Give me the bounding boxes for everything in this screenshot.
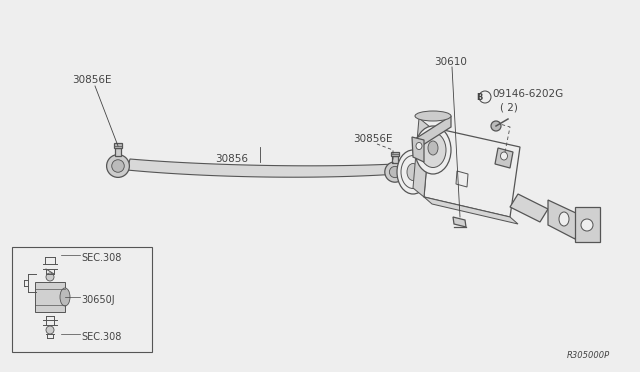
Polygon shape — [413, 118, 430, 197]
Bar — [115, 148, 121, 155]
Circle shape — [581, 219, 593, 231]
Circle shape — [46, 326, 54, 334]
Text: 30856E: 30856E — [72, 75, 111, 85]
Text: B: B — [476, 93, 482, 102]
Text: SEC.308: SEC.308 — [81, 253, 122, 263]
Text: R305000P: R305000P — [567, 351, 610, 360]
Ellipse shape — [407, 164, 419, 180]
Ellipse shape — [420, 132, 446, 167]
Circle shape — [112, 160, 124, 172]
Ellipse shape — [415, 111, 451, 121]
Ellipse shape — [397, 150, 429, 194]
Text: 30856: 30856 — [215, 154, 248, 164]
Bar — [114, 143, 122, 148]
Text: ( 2): ( 2) — [500, 102, 518, 112]
Text: 30650J: 30650J — [81, 295, 115, 305]
Text: 30610: 30610 — [434, 57, 467, 67]
Ellipse shape — [559, 212, 569, 226]
Ellipse shape — [500, 152, 508, 160]
Polygon shape — [127, 159, 398, 177]
Circle shape — [46, 273, 54, 281]
Text: SEC.308: SEC.308 — [81, 332, 122, 342]
Polygon shape — [495, 148, 513, 168]
Polygon shape — [548, 200, 580, 239]
Ellipse shape — [401, 155, 425, 189]
Bar — [35, 282, 65, 312]
Ellipse shape — [416, 142, 422, 150]
Polygon shape — [412, 137, 424, 162]
Bar — [391, 152, 399, 156]
Polygon shape — [453, 217, 466, 227]
Polygon shape — [424, 197, 518, 224]
Ellipse shape — [60, 288, 70, 306]
Ellipse shape — [428, 141, 438, 155]
Text: 30856E: 30856E — [353, 134, 392, 144]
Bar — [12, 247, 152, 352]
Bar — [392, 156, 397, 163]
Circle shape — [385, 162, 405, 182]
Circle shape — [491, 121, 501, 131]
Bar — [575, 207, 600, 242]
Polygon shape — [510, 194, 548, 222]
Polygon shape — [424, 127, 520, 217]
Polygon shape — [415, 116, 451, 150]
Ellipse shape — [415, 126, 451, 174]
Polygon shape — [456, 171, 468, 187]
Circle shape — [107, 155, 129, 177]
Circle shape — [389, 166, 401, 177]
Text: 09146-6202G: 09146-6202G — [492, 89, 563, 99]
